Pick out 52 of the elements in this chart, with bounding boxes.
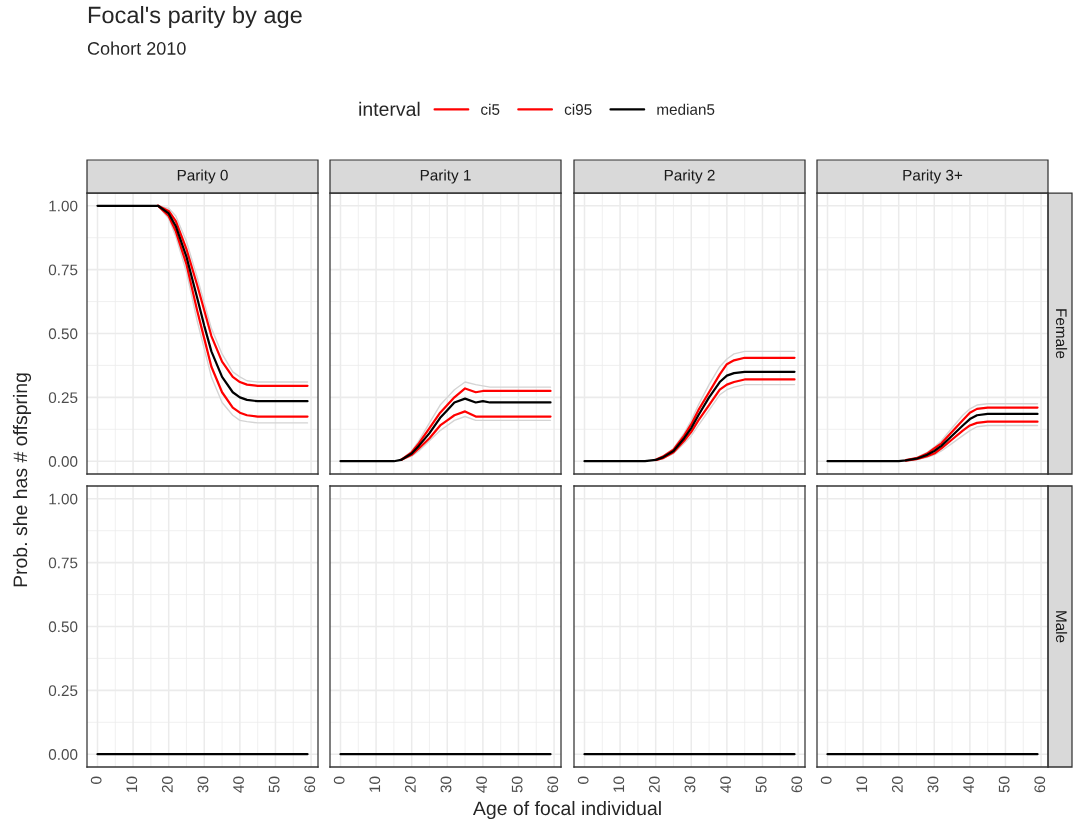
y-tick-label: 1.00 (49, 493, 78, 505)
x-axis-title: Age of focal individual (472, 800, 661, 820)
legend-title: interval (359, 101, 420, 117)
x-tick-label: 20 (648, 776, 660, 793)
x-tick-label: 40 (963, 776, 974, 793)
chart-subtitle: Cohort 2010 (87, 41, 186, 55)
x-tick-label: 30 (927, 776, 939, 793)
y-tick-label: 0.25 (48, 685, 78, 697)
x-tick-label: 0 (577, 776, 589, 784)
x-tick-label: 0 (333, 776, 345, 784)
y-tick-label: 0.50 (48, 328, 78, 340)
x-tick-label: 50 (268, 776, 280, 793)
x-tick-label: 30 (684, 776, 696, 793)
x-tick-label: 20 (161, 776, 173, 793)
text: Parity 2 (664, 169, 715, 184)
y-axis-title: Prob. she has # offspring (12, 373, 32, 587)
legend-label: median5 (657, 103, 715, 115)
y-tick-label: 0.00 (48, 749, 78, 760)
y-tick-label: 0.75 (48, 557, 78, 569)
text: Parity 1 (420, 169, 471, 184)
y-tick-label: 0.00 (48, 456, 78, 467)
x-tick-label: 60 (547, 776, 559, 793)
y-tick-label: 0.50 (48, 621, 78, 633)
text: Female (1055, 309, 1068, 359)
x-tick-label: 0 (820, 776, 832, 784)
y-tick-label: 1.00 (49, 200, 78, 212)
x-tick-label: 60 (791, 776, 803, 793)
x-tick-label: 10 (369, 776, 381, 792)
text: Male (1055, 611, 1068, 643)
x-tick-label: 10 (126, 776, 138, 792)
text: Parity 3+ (903, 169, 963, 184)
x-tick-label: 50 (511, 776, 523, 793)
x-tick-label: 60 (304, 776, 316, 793)
x-tick-label: 50 (755, 776, 767, 793)
text: Parity 0 (177, 169, 228, 184)
x-tick-label: 50 (998, 776, 1010, 793)
legend-label: ci5 (481, 103, 500, 115)
x-tick-label: 30 (440, 776, 452, 793)
y-tick-label: 0.75 (48, 264, 78, 276)
x-tick-label: 40 (476, 776, 487, 793)
x-tick-label: 30 (197, 776, 209, 793)
x-tick-label: 20 (404, 776, 416, 793)
chart-title: Focal's parity by age (88, 6, 302, 28)
x-tick-label: 40 (720, 776, 731, 793)
x-tick-label: 10 (613, 776, 625, 792)
x-tick-label: 40 (233, 776, 244, 793)
x-tick-label: 20 (891, 776, 903, 793)
x-tick-label: 0 (90, 776, 102, 784)
x-tick-label: 10 (856, 776, 868, 792)
legend-label: ci95 (564, 103, 592, 115)
y-tick-label: 0.25 (48, 392, 78, 404)
x-tick-label: 60 (1034, 776, 1046, 793)
